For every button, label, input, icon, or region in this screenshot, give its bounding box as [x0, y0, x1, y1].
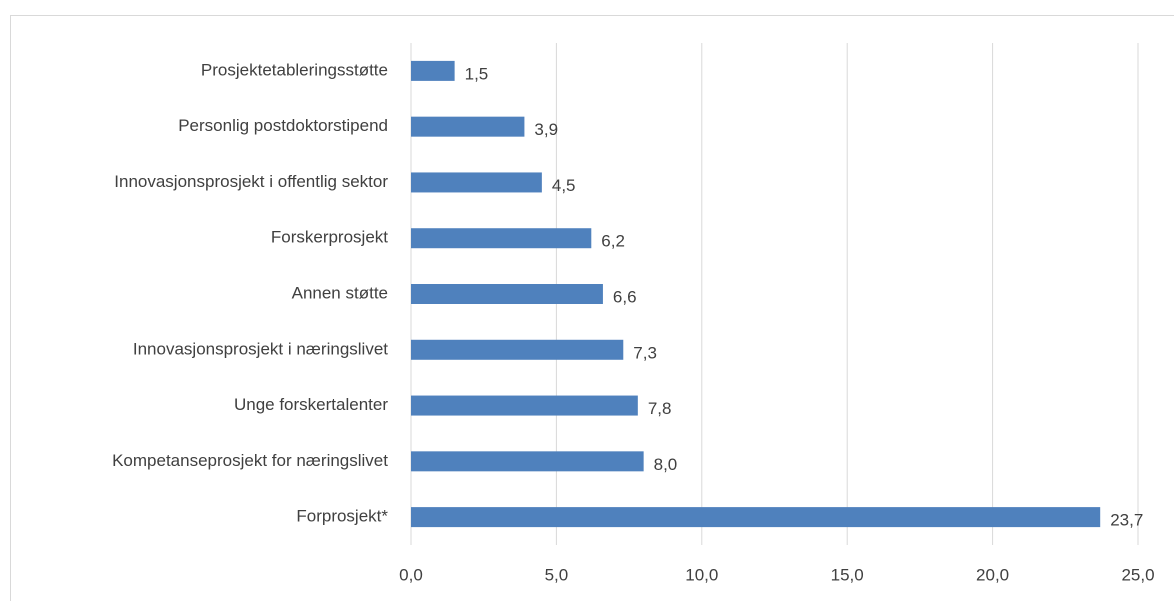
data-label: 7,3	[633, 343, 657, 362]
data-label: 1,5	[465, 64, 489, 83]
x-tick-label: 10,0	[685, 565, 718, 584]
y-tick-label: Prosjektetableringsstøtte	[201, 60, 388, 79]
x-tick-label: 5,0	[545, 565, 569, 584]
bar	[411, 284, 603, 304]
y-tick-label: Forprosjekt*	[296, 507, 388, 526]
data-label: 6,6	[613, 287, 637, 306]
y-tick-label: Innovasjonsprosjekt i næringslivet	[133, 339, 388, 358]
y-tick-label: Forskerprosjekt	[271, 228, 388, 247]
data-label: 23,7	[1110, 511, 1143, 530]
y-tick-label: Personlig postdoktorstipend	[178, 116, 388, 135]
x-tick-label: 20,0	[976, 565, 1009, 584]
x-tick-label: 25,0	[1121, 565, 1154, 584]
chart-border	[10, 15, 1174, 601]
bar	[411, 451, 644, 472]
bar	[411, 395, 638, 416]
y-tick-label: Annen støtte	[292, 283, 388, 302]
bar	[411, 507, 1101, 528]
x-tick-label: 15,0	[831, 565, 864, 584]
y-tick-label: Innovasjonsprosjekt i offentlig sektor	[114, 172, 388, 191]
data-label: 8,0	[654, 455, 678, 474]
bar	[411, 172, 542, 193]
data-label: 7,8	[648, 399, 672, 418]
y-tick-label: Kompetanseprosjekt for næringslivet	[112, 451, 388, 470]
bar	[411, 116, 525, 137]
x-tick-label: 0,0	[399, 565, 423, 584]
data-label: 3,9	[534, 120, 558, 139]
data-label: 6,2	[601, 232, 625, 251]
y-tick-label: Unge forskertalenter	[234, 395, 388, 414]
data-label: 4,5	[552, 176, 576, 195]
bar	[411, 339, 624, 360]
bar	[411, 228, 592, 249]
bar	[411, 60, 455, 81]
